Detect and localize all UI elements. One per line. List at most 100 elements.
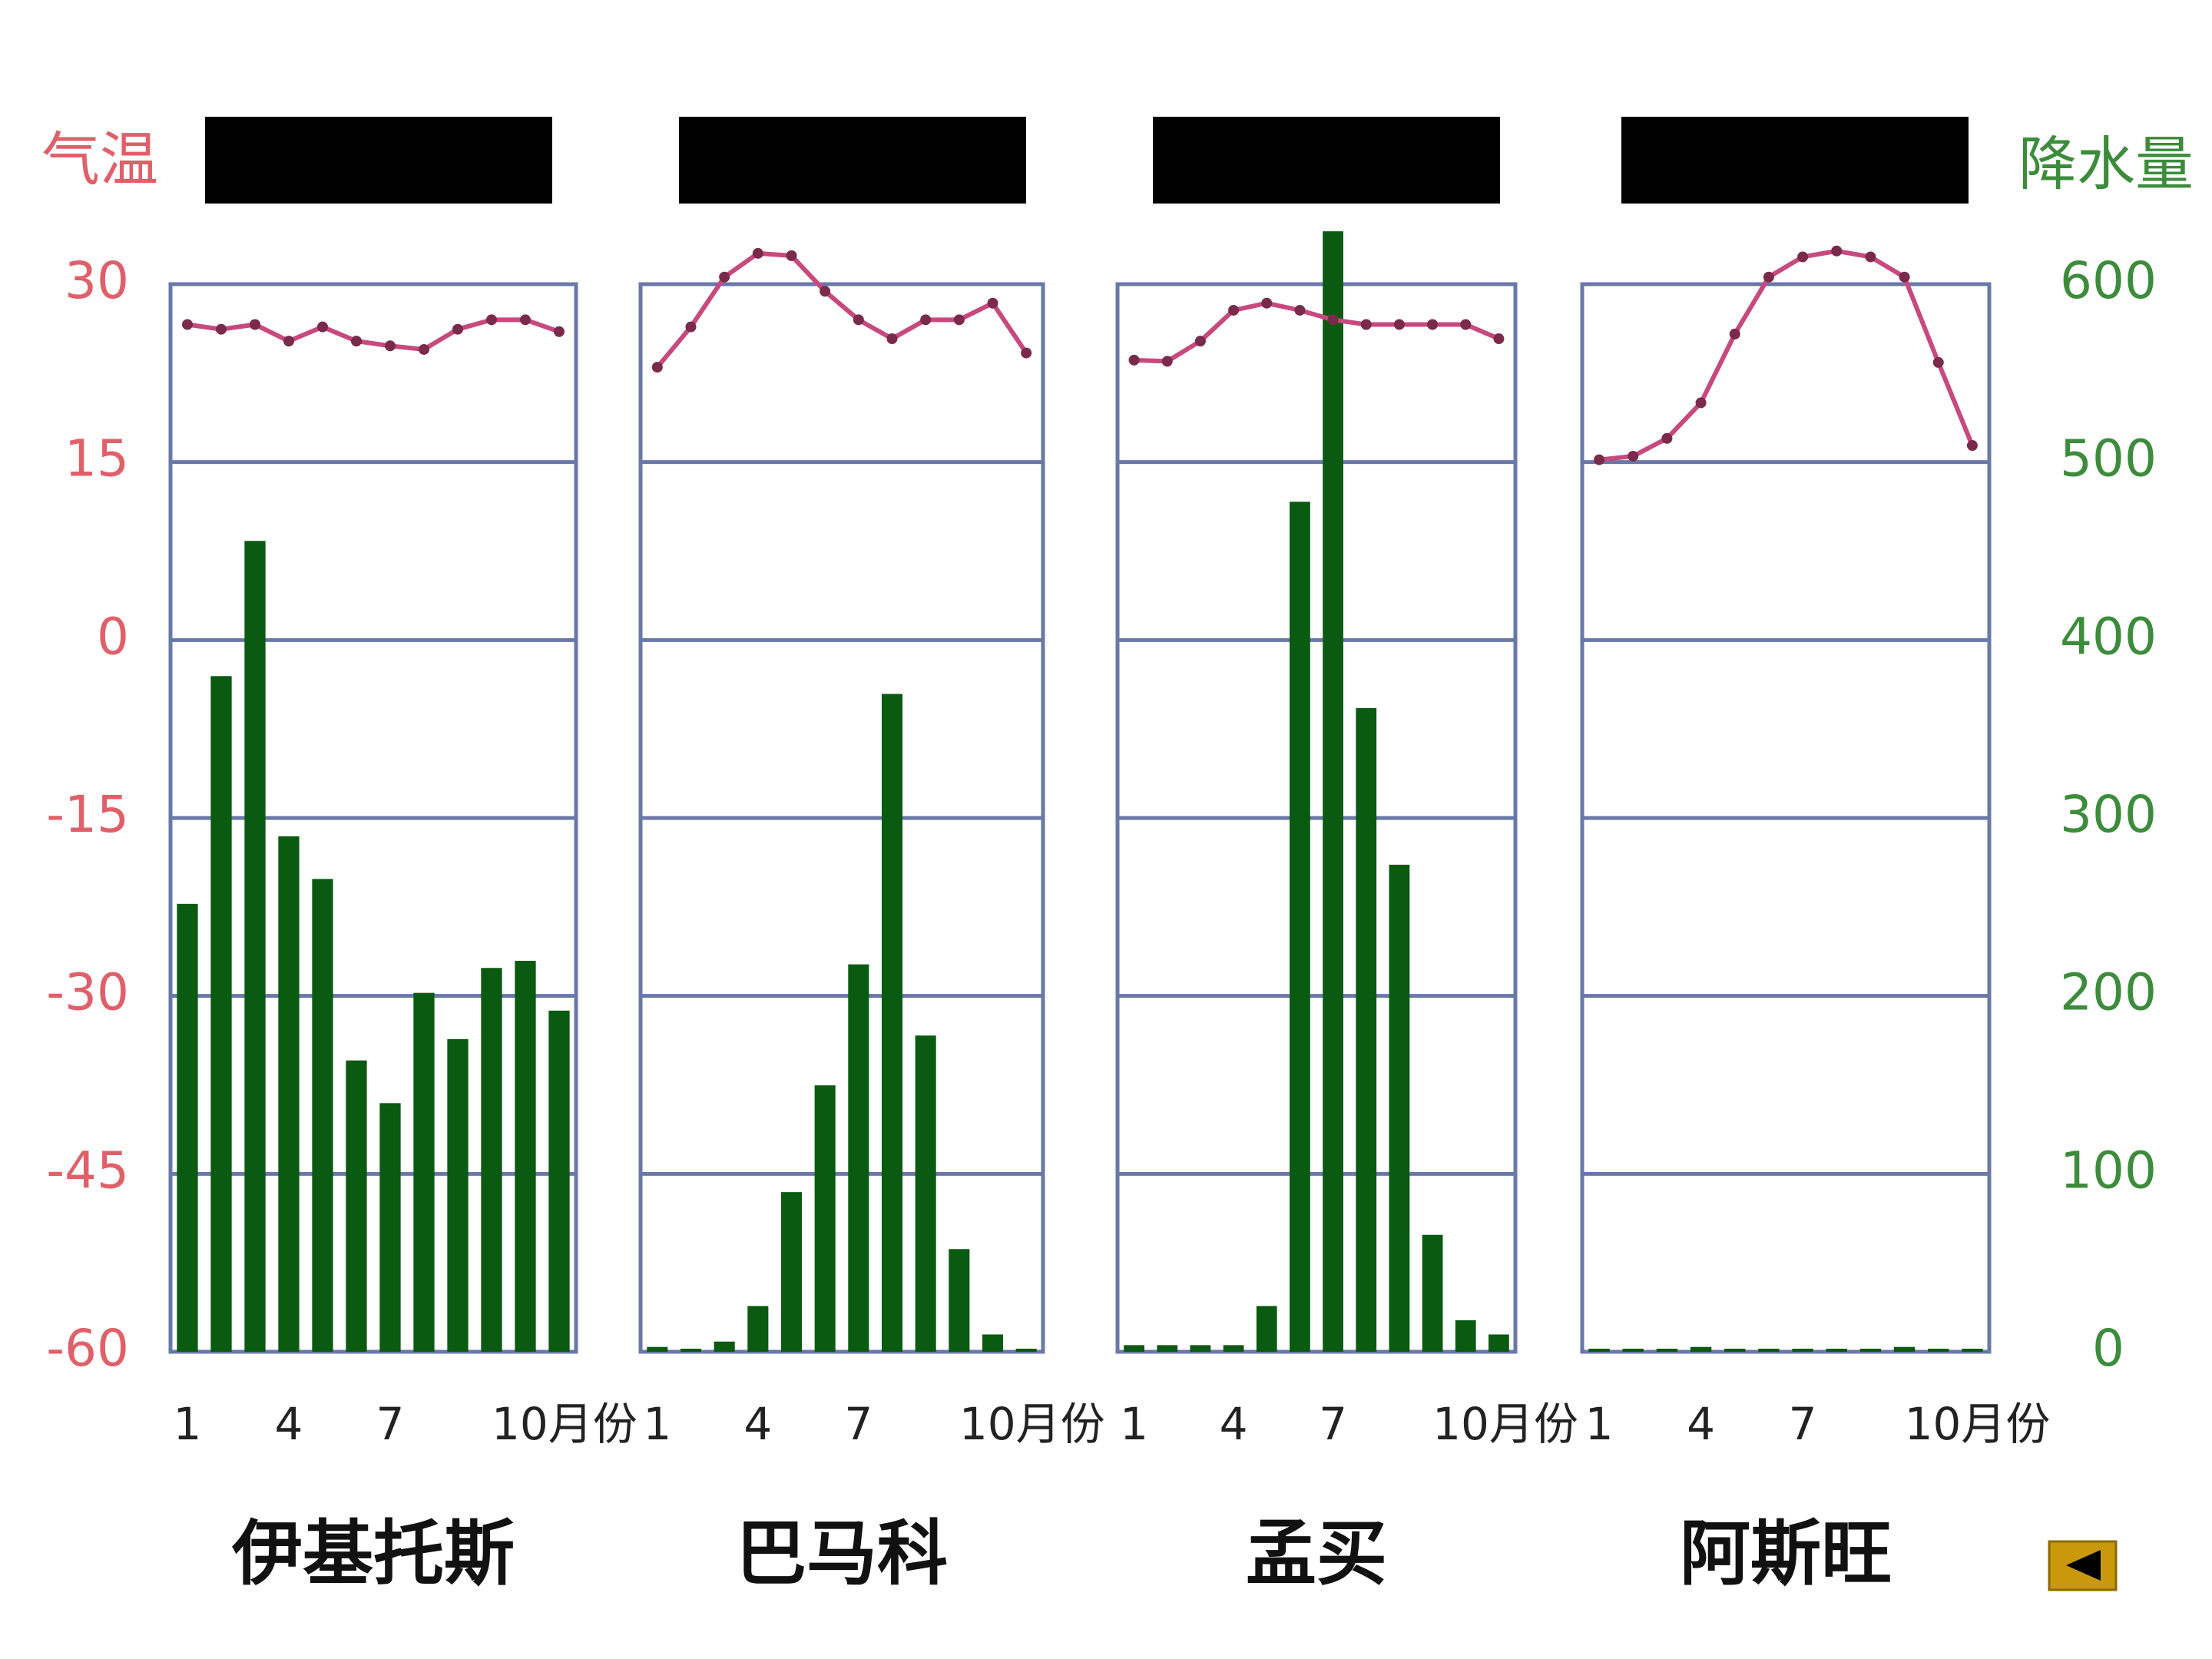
precip-bar [1157, 1345, 1178, 1352]
temp-point [1393, 319, 1405, 330]
temp-point [820, 286, 831, 297]
precip-bar [814, 1085, 836, 1352]
temp-point [1628, 450, 1639, 462]
temp-point [520, 314, 531, 326]
precip-bar [915, 1035, 936, 1352]
temp-point [953, 314, 965, 326]
y-tick-label: -45 [46, 1141, 129, 1200]
temp-point [1661, 432, 1673, 444]
redaction [205, 117, 552, 204]
temp-point [1932, 356, 1944, 368]
temp-point [1460, 319, 1472, 330]
temp-point [853, 314, 864, 326]
y-axis-label: 气温 [41, 125, 158, 194]
precip-bar [647, 1346, 668, 1352]
precip-bar [379, 1103, 401, 1352]
precip-bar [1724, 1349, 1746, 1352]
button-body[interactable] [2048, 1540, 2118, 1591]
temp-line [1134, 300, 1500, 364]
precip-bar [1826, 1349, 1847, 1352]
y-tick-label: -60 [46, 1319, 129, 1378]
y2-tick-label: 300 [2060, 785, 2157, 844]
precip-bar [244, 541, 266, 1352]
x-tick-label: 10月份 [492, 1398, 637, 1450]
x-tick-label: 4 [1220, 1398, 1248, 1450]
temp-point [1899, 271, 1910, 283]
redaction [1621, 117, 1969, 204]
precip-bar [481, 968, 502, 1352]
temp-point [1228, 304, 1240, 316]
plot-frame [168, 282, 578, 1354]
temp-point [1729, 328, 1740, 339]
temp-point [1294, 304, 1306, 316]
precip-bar [278, 836, 300, 1352]
city-title: 伊基托斯 [231, 1512, 515, 1594]
x-tick-label: 4 [275, 1398, 303, 1450]
x-tick-label: 1 [1585, 1398, 1614, 1450]
precip-bar [1323, 231, 1343, 1353]
precip-bar [747, 1306, 769, 1352]
city-title: 巴马科 [736, 1512, 948, 1594]
precip-bar [312, 879, 333, 1352]
precip-bar [1792, 1349, 1813, 1352]
precip-bar [1588, 1349, 1610, 1352]
temp-point [752, 247, 763, 259]
precip-bar [1223, 1345, 1244, 1352]
temp-point [351, 336, 362, 347]
x-tick-label: 10月份 [1432, 1398, 1578, 1450]
x-tick-label: 1 [643, 1398, 671, 1450]
plot-frame [1115, 282, 1518, 1354]
temp-point [182, 319, 193, 330]
back-button[interactable] [2048, 1540, 2118, 1591]
y2-tick-label: 200 [2060, 963, 2157, 1022]
precip-bar [848, 964, 869, 1352]
temp-point [1763, 271, 1774, 283]
precip-bar [1656, 1349, 1678, 1352]
y-tick-label: 30 [65, 251, 129, 310]
y2-axis-label: 降水量 [2018, 130, 2194, 198]
x-tick-label: 7 [1789, 1398, 1817, 1450]
y2-tick-label: 500 [2060, 429, 2157, 488]
x-tick-label: 7 [1319, 1398, 1347, 1450]
temp-point [1194, 336, 1206, 347]
precip-bar [447, 1038, 469, 1352]
button-arrow[interactable] [2066, 1550, 2101, 1581]
precip-bar [1962, 1349, 1983, 1352]
y-tick-label: 0 [97, 607, 129, 666]
precip-bar [1356, 708, 1377, 1352]
temp-point [283, 336, 294, 347]
precip-bar [1290, 502, 1310, 1353]
precip-bar [1256, 1306, 1277, 1352]
temp-point [554, 326, 565, 337]
y-tick-label: -15 [46, 785, 129, 844]
precip-bar [413, 992, 435, 1352]
precip-bar [1622, 1349, 1644, 1352]
precip-bar [1488, 1334, 1509, 1352]
temp-point [419, 343, 429, 355]
city-title: 孟买 [1246, 1512, 1387, 1594]
temp-point [886, 333, 898, 345]
y2-tick-label: 0 [2092, 1319, 2124, 1378]
precip-bar [177, 903, 198, 1352]
redaction [1153, 117, 1500, 204]
precip-bar [1455, 1320, 1476, 1352]
temp-point [1695, 397, 1707, 409]
precip-bar [1928, 1349, 1949, 1352]
plot-frame [638, 282, 1045, 1354]
temp-point [786, 250, 797, 261]
precip-bar [680, 1349, 702, 1352]
precip-bar [346, 1060, 367, 1352]
temp-point [719, 271, 730, 283]
temp-point [1865, 251, 1876, 263]
x-tick-label: 10月份 [959, 1398, 1105, 1450]
precip-bar [881, 694, 903, 1352]
temp-point [1161, 356, 1173, 367]
y-tick-label: 15 [65, 429, 129, 488]
temp-point [216, 323, 227, 335]
temp-point [452, 323, 463, 335]
x-tick-label: 4 [743, 1398, 772, 1450]
temp-point [317, 321, 328, 333]
temp-point [385, 340, 396, 352]
